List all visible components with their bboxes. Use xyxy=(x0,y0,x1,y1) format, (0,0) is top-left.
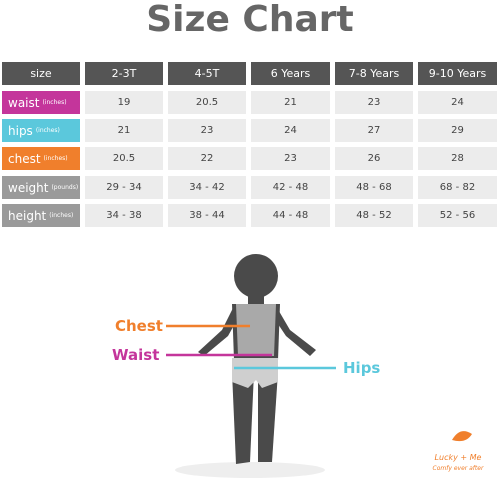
data-cell: 38 - 44 xyxy=(168,204,246,227)
row-label: hips (inches) xyxy=(2,119,80,142)
row-label: chest (inches) xyxy=(2,147,80,170)
data-cell: 48 - 68 xyxy=(335,176,413,199)
header-cell: size xyxy=(2,62,80,85)
data-cell: 34 - 38 xyxy=(85,204,163,227)
data-cell: 23 xyxy=(251,147,330,170)
data-cell: 21 xyxy=(85,119,163,142)
row-label: weight (pounds) xyxy=(2,176,80,199)
label-unit: (inches) xyxy=(49,212,74,219)
header-cell: 4-5T xyxy=(168,62,246,85)
logo-tagline: Comfy ever after xyxy=(433,465,484,472)
header-cell: 6 Years xyxy=(251,62,330,85)
data-cell: 20.5 xyxy=(168,91,246,114)
label-text: weight xyxy=(8,180,49,195)
data-cell: 21 xyxy=(251,91,330,114)
data-cell: 44 - 48 xyxy=(251,204,330,227)
underwear xyxy=(232,358,278,388)
data-cell: 24 xyxy=(418,91,497,114)
title: Size Chart xyxy=(146,0,354,40)
label-unit: (inches) xyxy=(35,127,60,134)
data-cell: 19 xyxy=(85,91,163,114)
data-cell: 27 xyxy=(335,119,413,142)
logo-icon xyxy=(452,431,472,442)
label-unit: (inches) xyxy=(43,155,68,162)
header-cell: 2-3T xyxy=(85,62,163,85)
logo-name: Lucky + Me xyxy=(435,453,482,462)
hips-label: Hips xyxy=(343,359,380,377)
row-label: height (inches) xyxy=(2,204,80,227)
data-cell: 24 xyxy=(251,119,330,142)
data-cell: 29 - 34 xyxy=(85,176,163,199)
data-cell: 34 - 42 xyxy=(168,176,246,199)
tank-top xyxy=(236,304,276,356)
header-cell: 7-8 Years xyxy=(335,62,413,85)
label-unit: (inches) xyxy=(42,99,67,106)
chest-label: Chest xyxy=(115,317,163,335)
data-cell: 68 - 82 xyxy=(418,176,497,199)
waist-label: Waist xyxy=(112,346,159,364)
label-text: chest xyxy=(8,151,41,166)
data-cell: 22 xyxy=(168,147,246,170)
label-text: hips xyxy=(8,123,33,138)
label-text: waist xyxy=(8,95,40,110)
data-cell: 42 - 48 xyxy=(251,176,330,199)
shadow xyxy=(175,462,325,478)
label-unit: (pounds) xyxy=(51,184,79,191)
data-cell: 29 xyxy=(418,119,497,142)
data-cell: 23 xyxy=(168,119,246,142)
row-label: waist (inches) xyxy=(2,91,80,114)
data-cell: 26 xyxy=(335,147,413,170)
data-cell: 48 - 52 xyxy=(335,204,413,227)
label-text: height xyxy=(8,208,47,223)
data-cell: 23 xyxy=(335,91,413,114)
header-cell: 9-10 Years xyxy=(418,62,497,85)
data-cell: 52 - 56 xyxy=(418,204,497,227)
data-cell: 20.5 xyxy=(85,147,163,170)
data-cell: 28 xyxy=(418,147,497,170)
